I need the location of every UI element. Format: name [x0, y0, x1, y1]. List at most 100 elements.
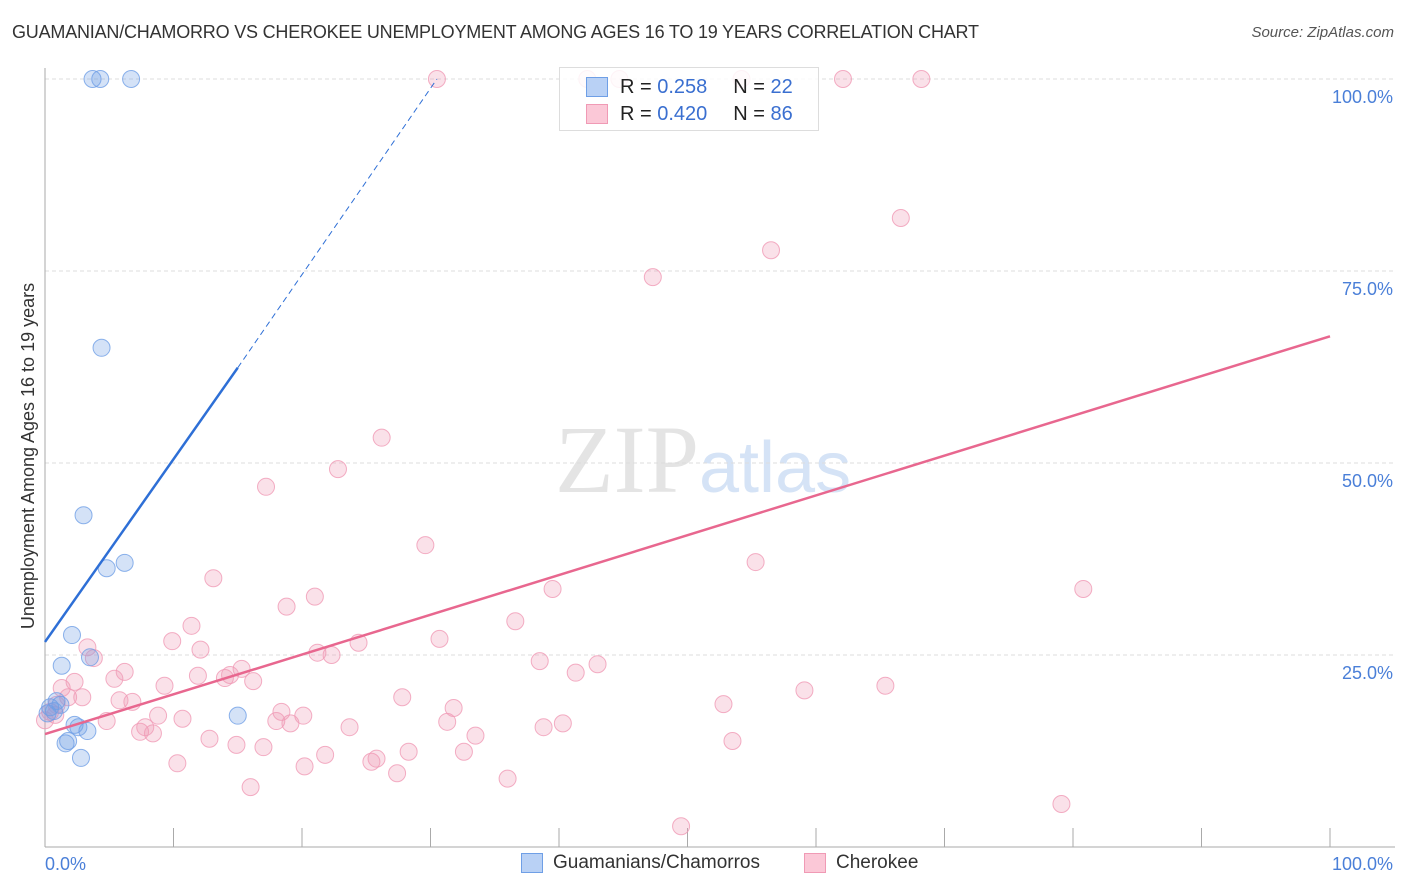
n-value: 86	[770, 102, 793, 125]
y-tick-label: 25.0%	[1342, 663, 1393, 683]
cherokee-point	[388, 764, 407, 783]
n-value: 22	[770, 75, 793, 98]
guamanian-trend-extension	[237, 78, 438, 369]
cherokee-point	[714, 695, 733, 714]
cherokee-point	[543, 579, 562, 598]
watermark: ZIPatlas	[555, 406, 851, 513]
cherokee-point	[876, 676, 895, 695]
cherokee-point	[506, 612, 525, 631]
cherokee-point	[454, 742, 473, 761]
r-value: 0.258	[657, 75, 708, 98]
cherokee-point	[362, 752, 381, 771]
guamanian-point	[59, 732, 78, 751]
cherokee-point	[143, 724, 162, 743]
guamanian-trend-line	[43, 367, 239, 643]
chart-title: GUAMANIAN/CHAMORRO VS CHEROKEE UNEMPLOYM…	[12, 22, 979, 42]
cherokee-point	[566, 663, 585, 682]
guamanian-point	[91, 70, 110, 88]
cherokee-point	[73, 688, 92, 707]
legend-swatch-pink	[804, 853, 826, 873]
cherokee-point	[588, 655, 607, 674]
cherokee-point	[241, 778, 260, 797]
cherokee-point	[438, 712, 457, 731]
cherokee-point	[1074, 579, 1093, 598]
guamanian-point	[228, 706, 247, 725]
guamanian-point	[38, 704, 57, 723]
guamanian-point	[74, 506, 93, 525]
cherokee-point	[367, 749, 386, 768]
cherokee-point	[281, 714, 300, 733]
cherokee-point	[110, 691, 129, 710]
cherokee-point	[267, 712, 286, 731]
cherokee-point	[762, 241, 781, 260]
cherokee-point	[115, 662, 134, 681]
cherokee-point	[466, 726, 485, 745]
guamanian-point	[71, 748, 90, 767]
cherokee-point	[168, 754, 187, 773]
cherokee-point	[912, 70, 931, 88]
cherokee-point	[723, 732, 742, 751]
legend-swatch-blue	[521, 853, 543, 873]
cherokee-point	[643, 268, 662, 287]
n-label: N =	[733, 75, 765, 98]
cherokee-point	[200, 729, 219, 748]
guamanian-point	[52, 656, 71, 675]
cherokee-point	[173, 709, 192, 728]
cherokee-point	[833, 70, 852, 88]
cherokee-point	[131, 722, 150, 741]
y-axis-title: Unemployment Among Ages 16 to 19 years	[18, 283, 38, 629]
cherokee-point	[305, 587, 324, 606]
x-tick-label: 100.0%	[1332, 854, 1393, 874]
cherokee-point	[534, 718, 553, 737]
cherokee-point	[191, 640, 210, 659]
cherokee-point	[188, 666, 207, 685]
cherokee-point	[1052, 794, 1071, 813]
legend-row-guamanian: R = 0.258 N = 22	[586, 74, 793, 100]
cherokee-point	[163, 632, 182, 651]
legend-row-cherokee: R = 0.420 N = 86	[586, 101, 793, 127]
y-tick-label: 75.0%	[1342, 279, 1393, 299]
cherokee-point	[340, 718, 359, 737]
cherokee-point	[399, 742, 418, 761]
legend-label: Cherokee	[836, 852, 919, 873]
cherokee-point	[498, 769, 517, 788]
guamanian-point	[56, 734, 75, 753]
legend-label: Guamanians/Chamorros	[553, 852, 760, 873]
cherokee-point	[204, 569, 223, 588]
cherokee-point	[372, 428, 391, 447]
cherokee-point	[746, 553, 765, 572]
x-tick-label: 0.0%	[45, 854, 86, 874]
r-value: 0.420	[657, 102, 708, 125]
cherokee-point	[149, 706, 168, 725]
legend-swatch-pink	[586, 104, 608, 124]
guamanian-point	[92, 338, 111, 357]
cherokee-point	[322, 646, 341, 664]
guamanian-point	[51, 695, 70, 714]
cherokee-point	[316, 745, 335, 764]
cherokee-point	[672, 817, 691, 836]
r-label: R =	[620, 102, 652, 125]
r-label: R =	[620, 75, 652, 98]
n-label: N =	[733, 102, 765, 125]
cherokee-point	[530, 652, 549, 671]
guamanian-point	[122, 70, 141, 88]
cherokee-trend-line	[44, 335, 1331, 736]
cherokee-point	[155, 676, 174, 695]
guamanian-point	[115, 553, 134, 572]
cherokee-point	[254, 738, 273, 757]
cherokee-point	[328, 460, 347, 479]
cherokee-point	[105, 669, 124, 688]
legend-swatch-blue	[586, 77, 608, 97]
cherokee-point	[891, 209, 910, 228]
y-tick-label: 50.0%	[1342, 471, 1393, 491]
cherokee-point	[553, 714, 572, 733]
cherokee-point	[430, 629, 449, 648]
guamanian-point	[83, 70, 102, 88]
cherokee-point	[277, 597, 296, 616]
y-tick-label: 100.0%	[1332, 87, 1393, 107]
cherokee-point	[244, 672, 263, 691]
guamanian-point	[62, 626, 81, 645]
guamanian-point	[78, 722, 97, 741]
